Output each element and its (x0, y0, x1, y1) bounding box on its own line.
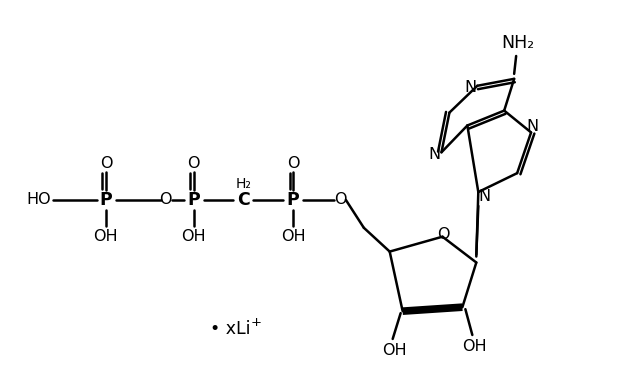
Text: N: N (478, 190, 490, 204)
Text: OH: OH (281, 229, 305, 244)
Text: O: O (188, 156, 200, 171)
Text: P: P (100, 191, 112, 209)
Text: O: O (159, 192, 172, 207)
Text: P: P (287, 191, 300, 209)
Text: O: O (333, 192, 346, 207)
Text: +: + (251, 315, 262, 329)
Text: • xLi: • xLi (210, 320, 251, 338)
Text: HO: HO (26, 192, 51, 207)
Text: N: N (464, 80, 476, 95)
Text: OH: OH (181, 229, 206, 244)
Text: N: N (526, 119, 538, 134)
Text: OH: OH (93, 229, 118, 244)
Text: C: C (237, 191, 250, 209)
Text: O: O (437, 227, 450, 242)
Text: OH: OH (382, 343, 407, 358)
Text: H₂: H₂ (236, 177, 252, 191)
Text: OH: OH (462, 339, 486, 354)
Text: P: P (187, 191, 200, 209)
Text: NH₂: NH₂ (502, 34, 534, 52)
Text: N: N (428, 147, 440, 162)
Text: O: O (100, 156, 112, 171)
Text: O: O (287, 156, 300, 171)
